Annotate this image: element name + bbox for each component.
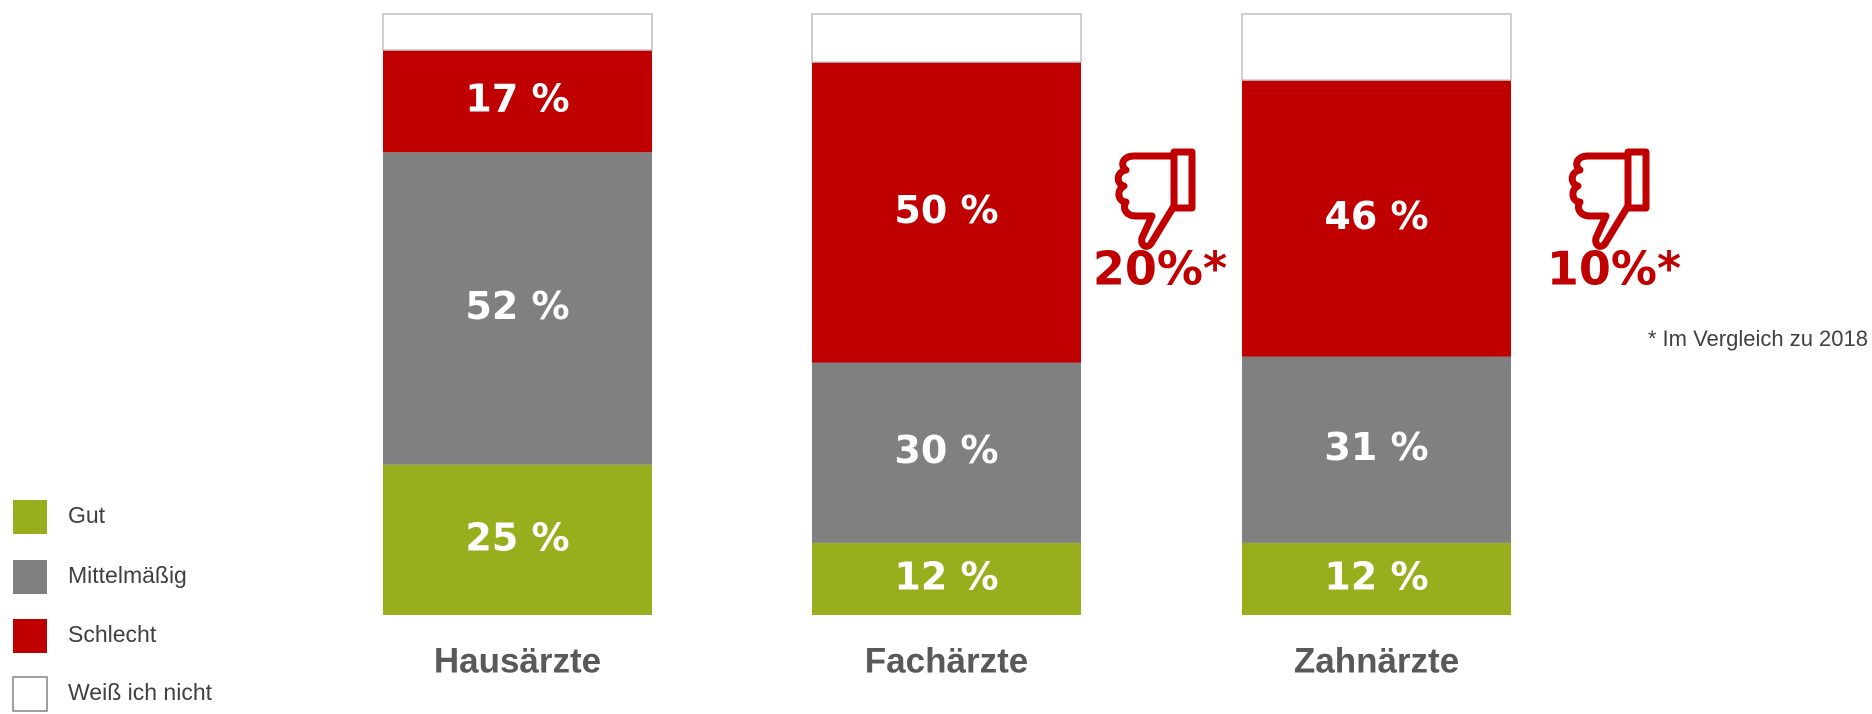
bar-segment <box>382 13 653 51</box>
x-tick-label: Fachärzte <box>865 641 1028 680</box>
data-label: 17 % <box>465 77 569 121</box>
data-label: 46 % <box>1324 194 1428 238</box>
legend-swatch <box>12 676 48 712</box>
bar-segment <box>383 464 652 615</box>
data-label: 50 % <box>894 188 998 232</box>
annotation: 10%* <box>1547 242 1681 296</box>
legend-label: Weiß ich nicht <box>68 679 213 705</box>
bar-segment <box>812 362 1081 543</box>
bar-segment <box>1242 80 1511 357</box>
annotation: 20%* <box>1093 242 1227 296</box>
bar-segment <box>1242 542 1511 615</box>
bar-segment <box>812 542 1081 615</box>
footnote: * Im Vergleich zu 2018 <box>1648 326 1868 351</box>
thumbs-down-icon <box>1568 148 1650 250</box>
legend-swatch <box>13 560 47 594</box>
data-label: 52 % <box>465 284 569 328</box>
bar-segment <box>1242 356 1511 543</box>
data-label: 25 % <box>465 515 569 559</box>
data-label: 12 % <box>1324 554 1428 598</box>
x-tick-label: Hausärzte <box>434 641 601 680</box>
bar-segment <box>811 13 1082 63</box>
legend-label: Schlecht <box>68 621 157 647</box>
legend-label: Mittelmäßig <box>68 562 187 588</box>
bar-segment <box>383 152 652 465</box>
legend-label: Gut <box>68 502 106 528</box>
data-label: 12 % <box>894 554 998 598</box>
x-tick-label: Zahnärzte <box>1294 641 1459 680</box>
data-label: 30 % <box>894 428 998 472</box>
thumbs-down-icon <box>1114 148 1196 250</box>
bar-segment <box>383 50 652 153</box>
bar-segment <box>1241 13 1512 81</box>
legend-swatch <box>13 500 47 534</box>
bar-segment <box>812 62 1081 363</box>
data-label: 31 % <box>1324 425 1428 469</box>
legend-swatch <box>13 619 47 653</box>
